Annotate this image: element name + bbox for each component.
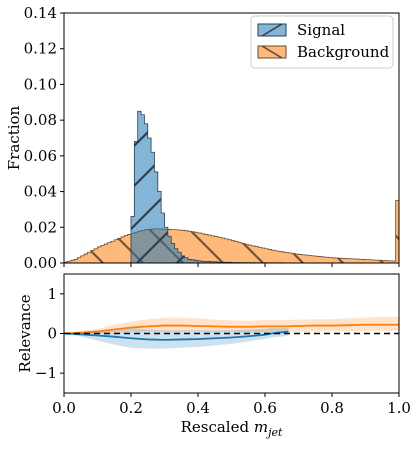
legend-label-signal: Signal	[297, 21, 345, 39]
bottom-xtick-label: 0.0	[52, 399, 76, 417]
histogram-group	[64, 110, 399, 263]
bottom-xtick-label: 0.6	[253, 399, 277, 417]
legend-hatch-signal	[261, 23, 283, 37]
xlabel-text: Rescaled	[181, 418, 254, 436]
legend: Signal Background	[250, 15, 394, 69]
top-ytick-label: 0.02	[24, 218, 57, 236]
bottom-xlabel: Rescaled mjet	[181, 418, 283, 439]
signal-relevance-band	[64, 327, 289, 349]
bottom-xtick-label: 0.2	[119, 399, 143, 417]
bottom-xtick-label: 0.8	[320, 399, 344, 417]
relevance-group	[64, 316, 399, 349]
top-ytick-label: 0.12	[24, 40, 57, 58]
background-relevance-band	[64, 316, 399, 335]
bottom-ylabel: Relevance	[16, 294, 34, 372]
bottom-ytick-label: 1	[47, 285, 57, 303]
bottom-ytick-label: 0	[47, 325, 57, 343]
top-plot-frame	[63, 12, 400, 264]
top-panel: 0.00 0.02 0.04 0.06 0.08 0.10 0.12 0.14 Fraction…	[5, 4, 400, 272]
legend-hatch-background	[261, 45, 283, 59]
top-ytick-label: 0.04	[24, 183, 57, 201]
background-histogram	[64, 200, 399, 263]
top-ytick-label: 0.14	[24, 4, 57, 22]
bottom-ytick-label: −1	[35, 364, 57, 382]
xlabel-subscript: jet	[265, 426, 283, 439]
top-ytick-label: 0.08	[24, 111, 57, 129]
xlabel-math: m	[254, 418, 268, 436]
top-ylabel: Fraction	[5, 105, 23, 170]
top-ytick-label: 0.00	[24, 254, 57, 272]
bottom-xtick-label: 0.4	[186, 399, 210, 417]
top-ytick-label: 0.10	[24, 75, 57, 93]
bottom-panel: −1 0 1 0.0 0.2 0.4 0.6 0.8 1.0 Relevance Rescaled …	[16, 273, 411, 439]
top-ytick-label: 0.06	[24, 147, 57, 165]
background-relevance-line	[64, 323, 399, 335]
legend-label-background: Background	[297, 43, 390, 61]
bottom-xtick-label: 1.0	[387, 399, 411, 417]
